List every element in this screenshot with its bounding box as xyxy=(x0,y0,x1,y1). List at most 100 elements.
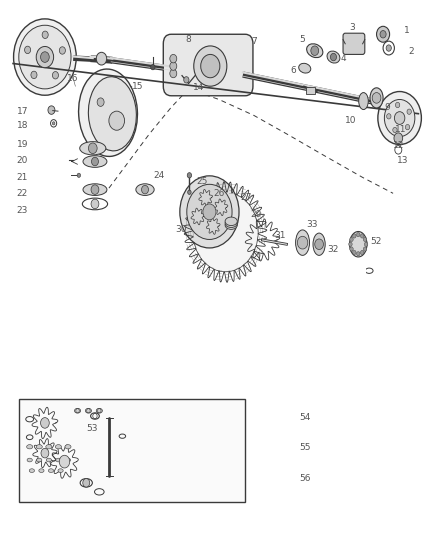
Ellipse shape xyxy=(307,44,323,58)
Ellipse shape xyxy=(36,445,42,449)
Circle shape xyxy=(363,247,367,251)
Text: 55: 55 xyxy=(300,443,311,453)
Ellipse shape xyxy=(39,469,44,472)
Text: 2: 2 xyxy=(408,47,414,56)
Text: 56: 56 xyxy=(300,474,311,483)
Ellipse shape xyxy=(74,408,81,413)
Circle shape xyxy=(360,234,364,238)
Ellipse shape xyxy=(88,77,136,151)
Circle shape xyxy=(141,185,148,194)
Text: 32: 32 xyxy=(327,245,338,254)
Circle shape xyxy=(25,46,31,54)
Circle shape xyxy=(203,204,216,220)
Circle shape xyxy=(184,77,189,83)
Circle shape xyxy=(53,71,59,79)
Text: 27: 27 xyxy=(240,193,251,202)
Text: 8: 8 xyxy=(186,35,191,44)
Ellipse shape xyxy=(225,221,237,229)
Ellipse shape xyxy=(136,184,154,196)
Ellipse shape xyxy=(299,63,311,73)
Circle shape xyxy=(92,157,99,166)
Ellipse shape xyxy=(296,230,310,255)
Text: 22: 22 xyxy=(17,189,28,198)
Text: 18: 18 xyxy=(17,122,28,131)
Ellipse shape xyxy=(327,51,340,63)
Ellipse shape xyxy=(56,458,61,462)
Circle shape xyxy=(350,237,353,241)
Circle shape xyxy=(170,69,177,78)
Bar xyxy=(19,399,245,503)
Ellipse shape xyxy=(225,217,237,225)
Circle shape xyxy=(59,47,65,54)
Text: 20: 20 xyxy=(17,156,28,165)
Circle shape xyxy=(41,52,49,62)
Ellipse shape xyxy=(27,458,32,462)
Circle shape xyxy=(193,192,258,272)
Circle shape xyxy=(353,234,356,238)
Circle shape xyxy=(187,173,191,178)
Circle shape xyxy=(377,26,390,42)
Text: 21: 21 xyxy=(17,173,28,182)
Ellipse shape xyxy=(65,458,71,462)
Circle shape xyxy=(349,242,352,246)
Circle shape xyxy=(41,418,49,428)
Text: 31: 31 xyxy=(275,231,286,240)
Text: 7: 7 xyxy=(252,37,258,46)
Circle shape xyxy=(91,199,99,209)
Ellipse shape xyxy=(225,219,237,228)
Circle shape xyxy=(42,31,48,38)
Text: 5: 5 xyxy=(300,35,305,44)
Circle shape xyxy=(170,62,177,70)
Text: 26: 26 xyxy=(214,189,225,198)
Circle shape xyxy=(394,112,405,124)
Ellipse shape xyxy=(359,93,368,110)
Text: 33: 33 xyxy=(306,220,318,229)
Ellipse shape xyxy=(65,445,71,449)
FancyBboxPatch shape xyxy=(163,34,253,96)
Circle shape xyxy=(372,93,381,103)
Circle shape xyxy=(357,232,360,237)
Text: 6: 6 xyxy=(291,66,297,75)
Ellipse shape xyxy=(96,408,102,413)
Ellipse shape xyxy=(83,184,107,196)
FancyBboxPatch shape xyxy=(343,33,365,54)
Circle shape xyxy=(396,102,400,108)
Text: 3: 3 xyxy=(350,23,355,33)
Circle shape xyxy=(109,111,124,130)
Circle shape xyxy=(77,173,81,177)
Circle shape xyxy=(91,185,99,195)
Ellipse shape xyxy=(48,469,53,472)
Circle shape xyxy=(14,19,76,95)
Text: 25: 25 xyxy=(196,177,208,186)
Circle shape xyxy=(187,184,232,239)
Text: 14: 14 xyxy=(193,83,204,92)
Circle shape xyxy=(380,30,386,38)
Text: 54: 54 xyxy=(300,413,311,422)
Circle shape xyxy=(350,247,353,251)
Circle shape xyxy=(363,237,367,241)
Circle shape xyxy=(41,448,49,458)
Circle shape xyxy=(360,251,364,255)
Text: 16: 16 xyxy=(67,74,78,83)
Circle shape xyxy=(52,122,55,125)
Circle shape xyxy=(180,176,239,248)
Ellipse shape xyxy=(37,458,42,462)
Circle shape xyxy=(378,92,421,144)
Ellipse shape xyxy=(85,408,92,413)
Circle shape xyxy=(170,54,177,63)
Circle shape xyxy=(357,252,360,256)
Circle shape xyxy=(393,127,397,133)
Bar xyxy=(306,87,315,94)
Ellipse shape xyxy=(370,88,383,108)
Text: 1: 1 xyxy=(404,26,410,35)
Circle shape xyxy=(187,190,191,195)
Text: 30: 30 xyxy=(176,225,187,234)
Ellipse shape xyxy=(29,469,35,472)
Text: 11: 11 xyxy=(395,125,407,134)
Text: 4: 4 xyxy=(341,54,346,62)
Circle shape xyxy=(83,479,90,487)
Ellipse shape xyxy=(55,445,61,449)
Text: 12: 12 xyxy=(393,141,404,150)
Text: 10: 10 xyxy=(345,116,357,125)
Circle shape xyxy=(311,46,319,55)
